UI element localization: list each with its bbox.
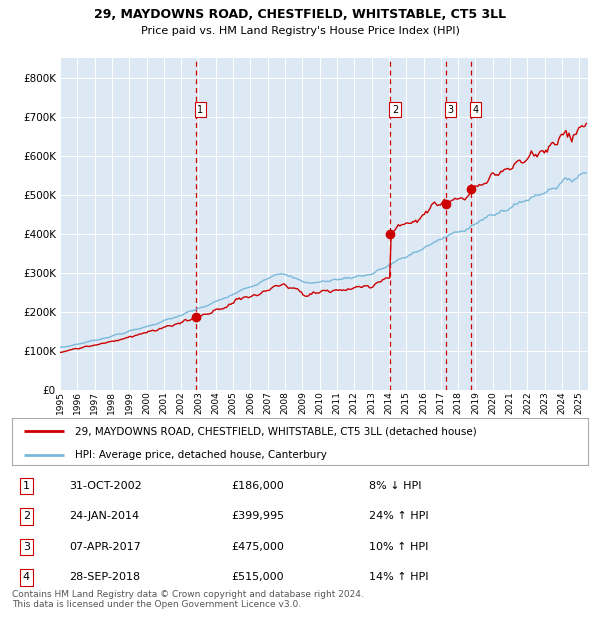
Text: 29, MAYDOWNS ROAD, CHESTFIELD, WHITSTABLE, CT5 3LL: 29, MAYDOWNS ROAD, CHESTFIELD, WHITSTABL… [94,8,506,21]
Text: £515,000: £515,000 [231,572,284,582]
Text: 1: 1 [197,105,203,115]
Text: 24% ↑ HPI: 24% ↑ HPI [369,512,429,521]
Text: 4: 4 [473,105,479,115]
Text: 2: 2 [392,105,398,115]
Text: 29, MAYDOWNS ROAD, CHESTFIELD, WHITSTABLE, CT5 3LL (detached house): 29, MAYDOWNS ROAD, CHESTFIELD, WHITSTABL… [76,426,477,436]
Text: £186,000: £186,000 [231,481,284,491]
Text: 10% ↑ HPI: 10% ↑ HPI [369,542,428,552]
Text: Contains HM Land Registry data © Crown copyright and database right 2024.
This d: Contains HM Land Registry data © Crown c… [12,590,364,609]
Text: 24-JAN-2014: 24-JAN-2014 [70,512,140,521]
Text: 3: 3 [447,105,454,115]
Text: 2: 2 [23,512,30,521]
Text: HPI: Average price, detached house, Canterbury: HPI: Average price, detached house, Cant… [76,450,327,459]
Text: 07-APR-2017: 07-APR-2017 [70,542,142,552]
Text: Price paid vs. HM Land Registry's House Price Index (HPI): Price paid vs. HM Land Registry's House … [140,26,460,36]
Text: 3: 3 [23,542,30,552]
Text: 1: 1 [23,481,30,491]
Text: £399,995: £399,995 [231,512,284,521]
Text: 4: 4 [23,572,30,582]
Text: 14% ↑ HPI: 14% ↑ HPI [369,572,428,582]
Text: £475,000: £475,000 [231,542,284,552]
Text: 31-OCT-2002: 31-OCT-2002 [70,481,142,491]
Text: 8% ↓ HPI: 8% ↓ HPI [369,481,422,491]
Text: 28-SEP-2018: 28-SEP-2018 [70,572,141,582]
